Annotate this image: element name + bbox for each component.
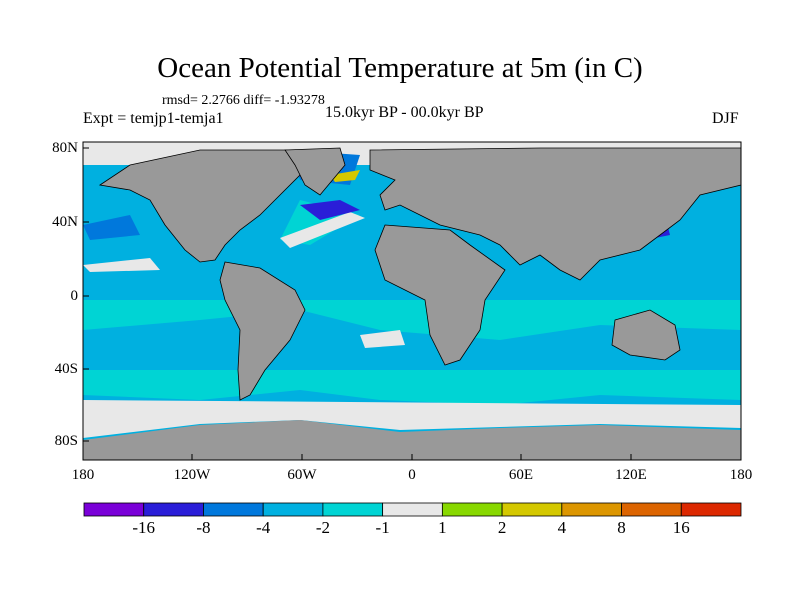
colorbar-label: -2 — [315, 518, 330, 537]
colorbar-label: 1 — [438, 518, 447, 537]
colorbar-label: 8 — [617, 518, 626, 537]
antarctica — [83, 420, 741, 460]
colorbar — [83, 502, 742, 517]
colorbar-label: 4 — [557, 518, 567, 537]
plot-title: Ocean Potential Temperature at 5m (in C) — [157, 52, 643, 84]
colorbar-box — [621, 502, 682, 517]
colorbar-label: 16 — [672, 518, 690, 537]
colorbar-label: -4 — [256, 518, 271, 537]
season-label: DJF — [712, 110, 739, 127]
colorbar-label: -1 — [375, 518, 390, 537]
x-tick-label: 0 — [408, 467, 416, 483]
x-tick-label: 120W — [173, 467, 211, 483]
colorbar-box — [262, 502, 324, 517]
north-america — [98, 149, 301, 263]
x-tick-label: 180 — [71, 467, 95, 483]
period-label: 15.0kyr BP - 00.0kyr BP — [325, 104, 484, 121]
australia — [611, 309, 681, 361]
colorbar-box — [382, 502, 443, 517]
land-masses — [83, 147, 742, 460]
experiment-label: Expt = temjp1-temja1 — [83, 110, 224, 127]
colorbar-label: -8 — [196, 518, 211, 537]
colorbar-box — [322, 502, 384, 517]
colorbar-box — [441, 502, 503, 517]
y-tick-label: 40N — [52, 214, 78, 230]
y-tick-label: 0 — [70, 288, 79, 304]
y-tick-label: 40S — [54, 361, 78, 377]
colorbar-box — [143, 502, 204, 517]
y-tick-label: 80N — [52, 140, 78, 156]
colorbar-box — [501, 502, 563, 517]
colorbar-box — [83, 502, 145, 517]
colorbar-box — [561, 502, 622, 517]
y-tick-label: 80S — [54, 433, 78, 449]
colorbar-box — [203, 502, 264, 517]
x-tick-label: 120E — [615, 467, 647, 483]
stats-label: rmsd= 2.2766 diff= -1.93278 — [162, 93, 325, 108]
colorbar-box — [680, 502, 742, 517]
colorbar-label: -16 — [132, 518, 156, 537]
axis-ticks — [83, 147, 632, 460]
greenland — [284, 147, 346, 196]
eurasia — [369, 147, 742, 281]
x-tick-label: 180 — [729, 467, 753, 483]
south-america — [219, 261, 306, 401]
x-tick-label: 60E — [508, 467, 534, 483]
africa — [374, 224, 506, 366]
colorbar-label: 2 — [497, 518, 507, 537]
x-tick-label: 60W — [287, 467, 317, 483]
